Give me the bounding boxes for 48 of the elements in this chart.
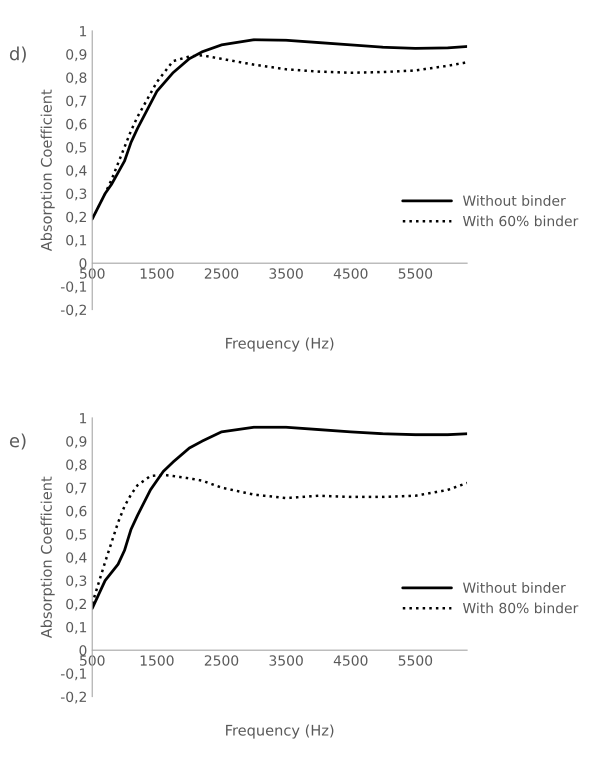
y-tick-label: 0,7 [66,96,86,108]
y-tick-label: 0,4 [66,552,87,564]
y-tick-label: 0,6 [66,506,86,518]
y-tick-label: 0,8 [66,72,86,84]
x-tick-label: 500 [80,268,105,279]
x-tick-label: 3500 [270,268,303,279]
y-tick-label: 0,6 [66,118,86,131]
y-axis-title: Absorption Coefficient [40,90,55,252]
x-tick-label: 2500 [204,268,238,279]
y-tick-label: 0,2 [66,212,86,224]
x-tick-label: 2500 [204,655,238,666]
x-tick-label: 4500 [334,268,368,279]
y-tick-label: 0 [79,645,86,656]
x-tick-label: 500 [80,655,105,666]
x-tick-label: 5500 [398,655,432,666]
legend-label: With 60% binder [462,216,578,226]
legend-label: Without binder [462,582,566,593]
y-tick-label: 0,8 [66,459,86,472]
y-tick-label: 0,9 [66,49,86,62]
y-tick-label: 0,7 [66,482,86,495]
y-tick-label: 1 [80,26,86,36]
x-tick-label: 1500 [140,655,174,666]
y-tick-label: -0,2 [60,692,86,704]
x-tick-label: 1500 [140,268,174,279]
y-tick-label: 0,4 [66,165,87,178]
x-tick-label: 5500 [398,268,432,279]
text: d) [10,46,26,63]
y-tick-label: 0,5 [66,142,86,154]
x-axis-title: Frequency (Hz) [226,724,334,739]
x-tick-label: 3500 [270,655,303,666]
y-tick-label: 0,3 [66,575,86,588]
legend-label: Without binder [462,195,566,206]
y-tick-label: -0,2 [60,304,86,316]
x-axis-title: Frequency (Hz) [226,337,334,352]
x-tick-label: 4500 [334,655,368,666]
y-tick-label: -0,1 [60,668,86,680]
y-tick-label: 0,3 [66,188,86,200]
y-tick-label: 1 [80,413,86,424]
y-axis-title: Absorption Coefficient [40,476,55,638]
y-tick-label: 0,2 [66,598,86,611]
y-tick-label: 0,9 [66,436,86,448]
y-tick-label: 0 [79,258,86,269]
legend-label: With 80% binder [462,602,578,614]
text: e) [10,433,26,450]
y-tick-label: 0,5 [66,529,86,541]
y-tick-label: 0,1 [66,622,86,634]
y-tick-label: 0,1 [66,234,86,247]
y-tick-label: -0,1 [60,281,86,294]
